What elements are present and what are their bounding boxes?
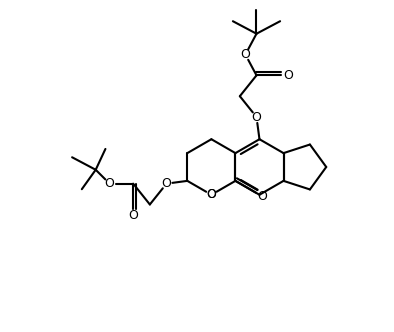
Text: O: O <box>128 209 138 222</box>
Text: O: O <box>105 177 115 190</box>
Text: O: O <box>284 69 294 82</box>
Text: O: O <box>206 188 216 201</box>
Text: O: O <box>162 177 171 190</box>
Text: O: O <box>257 190 267 203</box>
Text: O: O <box>251 111 262 124</box>
Text: O: O <box>240 48 250 61</box>
Text: O: O <box>206 188 216 201</box>
